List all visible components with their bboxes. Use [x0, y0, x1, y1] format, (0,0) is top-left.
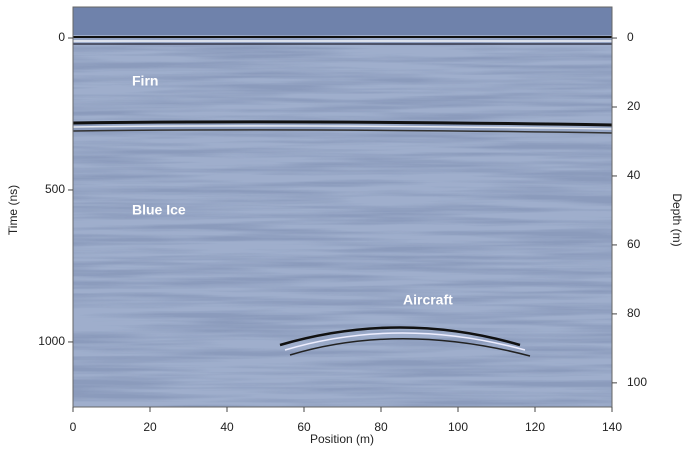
annotation: Firn	[132, 73, 158, 89]
y-tick-label: 0	[58, 30, 65, 44]
x-tick-label: 100	[448, 420, 468, 434]
y-axis-label: Time (ns)	[6, 185, 20, 235]
annotation: Aircraft	[403, 292, 453, 308]
y2-tick-label: 20	[627, 99, 641, 113]
y2-tick-label: 80	[627, 306, 641, 320]
y2-axis-label: Depth (m)	[670, 193, 684, 246]
plot-frame	[72, 6, 613, 408]
y2-tick-label: 100	[627, 375, 647, 389]
y2-tick-label: 0	[627, 30, 634, 44]
radar-image	[73, 7, 612, 407]
y2-tick-label: 60	[627, 237, 641, 251]
x-tick-label: 0	[70, 420, 77, 434]
x-tick-label: 80	[374, 420, 388, 434]
x-tick-label: 60	[297, 420, 311, 434]
y2-tick-label: 40	[627, 168, 641, 182]
annotation: Blue Ice	[132, 202, 186, 218]
x-tick-label: 20	[143, 420, 157, 434]
x-tick-label: 140	[602, 420, 622, 434]
x-tick-label: 120	[525, 420, 545, 434]
y-tick-label: 1000	[38, 334, 65, 348]
y-tick-label: 500	[45, 182, 65, 196]
x-axis-label: Position (m)	[310, 432, 374, 446]
x-tick-label: 40	[220, 420, 234, 434]
